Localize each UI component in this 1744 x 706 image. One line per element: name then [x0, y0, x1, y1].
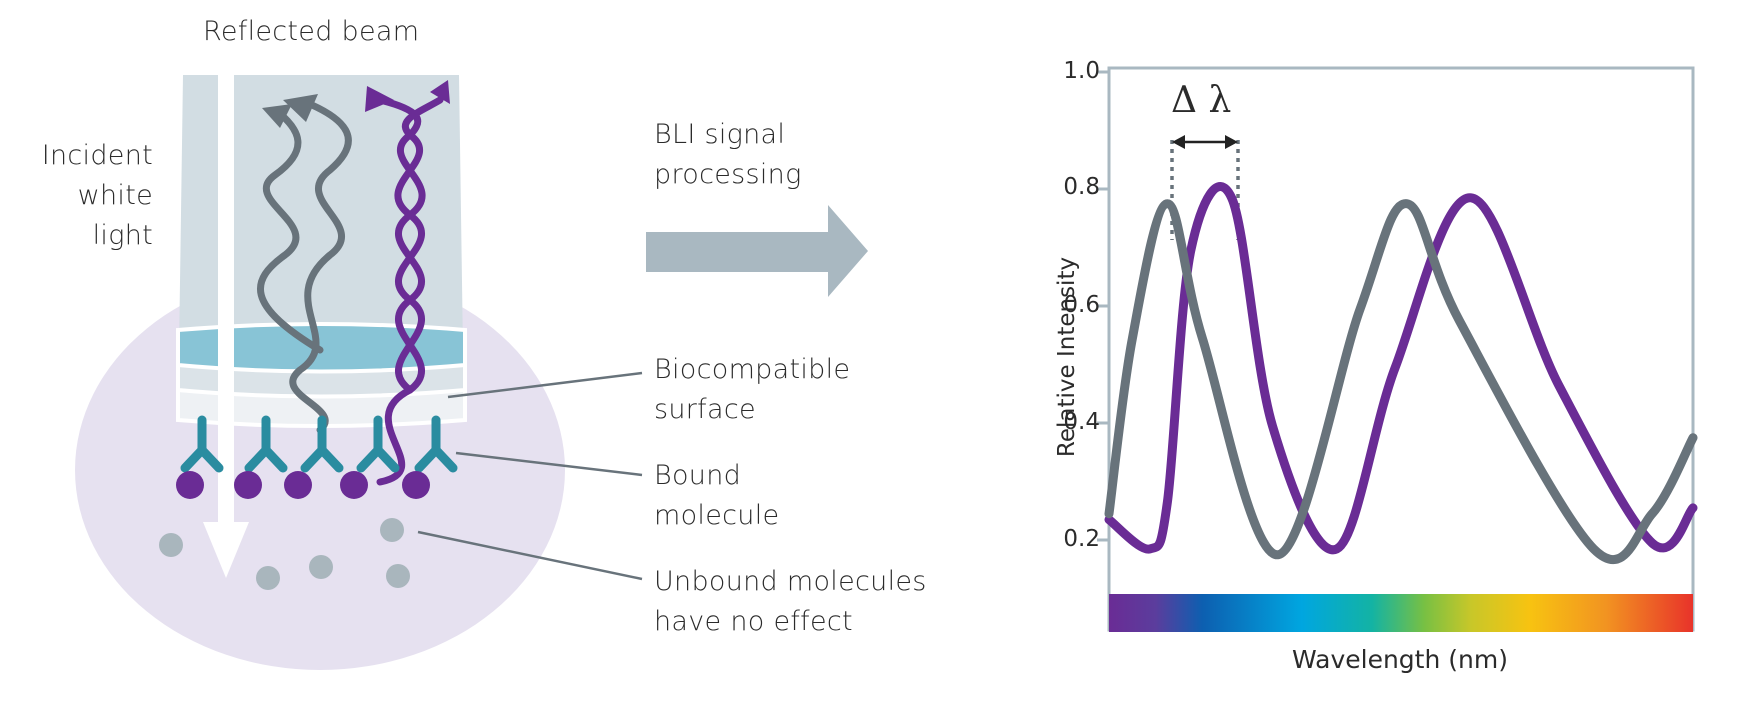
bound-molecule-5 — [402, 471, 430, 499]
processing-label-line-2: processing — [654, 159, 802, 190]
callout-line-unbound — [417, 530, 643, 581]
series-line-purple — [1104, 182, 1698, 555]
antibody-1 — [180, 415, 224, 473]
bound-molecules — [176, 471, 430, 499]
bound-molecule-3 — [284, 471, 312, 499]
unbound-molecule-2 — [256, 566, 280, 590]
callout-bound-line-2: molecule — [654, 500, 780, 531]
incident-light-label: Incident white light — [20, 136, 153, 256]
callout-unbound-line-2: have no effect — [654, 606, 853, 637]
unbound-molecule-1 — [159, 533, 183, 557]
antibody-2 — [244, 415, 288, 473]
ytick-label-1.0: 1.0 — [1063, 58, 1100, 84]
reflected-wave-gray-1-arrowhead — [262, 104, 292, 128]
callout-surface-label: Biocompatible surface — [654, 350, 850, 430]
reflected-wave-purple-1-arrowhead — [365, 86, 394, 112]
callout-unbound-label: Unbound molecules have no effect — [654, 562, 927, 642]
callout-bound-label: Bound molecule — [654, 456, 779, 536]
reflected-beam-label: Reflected beam — [203, 16, 420, 47]
antibody-4 — [356, 415, 400, 473]
callout-surface-line-2: surface — [654, 394, 756, 425]
ytick-label-0.2: 0.2 — [1063, 526, 1100, 552]
y-axis-label: Relative Intensity — [1054, 256, 1080, 458]
unbound-molecule-4 — [380, 518, 404, 542]
unbound-molecule-5 — [386, 564, 410, 588]
delta-lambda-annotation: Δ λ — [1171, 80, 1232, 121]
callout-line-bound — [455, 451, 643, 477]
processing-arrow — [646, 205, 868, 297]
wavelength-spectrum-bar — [1109, 594, 1693, 632]
unbound-molecules — [159, 518, 410, 590]
callout-surface-line-1: Biocompatible — [654, 354, 851, 385]
ytick-label-0.8: 0.8 — [1063, 174, 1100, 200]
reflected-wave-gray-1 — [257, 108, 324, 354]
incident-light-arrowhead — [203, 522, 249, 578]
incident-light-line-3: light — [92, 220, 153, 251]
unbound-molecule-3 — [309, 555, 333, 579]
delta-arrowhead-left — [1172, 135, 1185, 149]
ytick-marks — [1097, 70, 1109, 542]
x-axis-label: Wavelength (nm) — [1292, 645, 1508, 674]
antibody-row — [180, 415, 458, 473]
series-line-gray — [1104, 199, 1698, 564]
processing-label: BLI signal processing — [654, 115, 802, 195]
reflected-wave-gray-2-arrowhead — [283, 94, 318, 122]
ytick-label-0.6: 0.6 — [1063, 292, 1100, 318]
series-layer — [1104, 182, 1698, 564]
bound-molecule-4 — [340, 471, 368, 499]
incident-light-line-2: white — [77, 180, 153, 211]
callout-bound-line-1: Bound — [654, 460, 742, 491]
bound-molecule-2 — [234, 471, 262, 499]
incident-light-line-1: Incident — [41, 140, 153, 171]
reflected-wave-purple-1 — [376, 96, 426, 486]
processing-label-line-1: BLI signal — [654, 119, 786, 150]
callout-unbound-line-1: Unbound molecules — [654, 566, 927, 597]
bound-molecule-1 — [176, 471, 204, 499]
ytick-label-0.4: 0.4 — [1063, 409, 1100, 435]
callout-line-surface — [447, 371, 643, 399]
reflected-wave-purple-2 — [394, 96, 444, 394]
antibody-5 — [414, 415, 458, 473]
antibody-3 — [300, 415, 344, 473]
reflected-wave-gray-2 — [289, 101, 352, 434]
biosensor-illustration — [75, 75, 868, 670]
delta-arrowhead-right — [1225, 135, 1238, 149]
reflected-wave-purple-2-arrowhead — [430, 80, 450, 104]
